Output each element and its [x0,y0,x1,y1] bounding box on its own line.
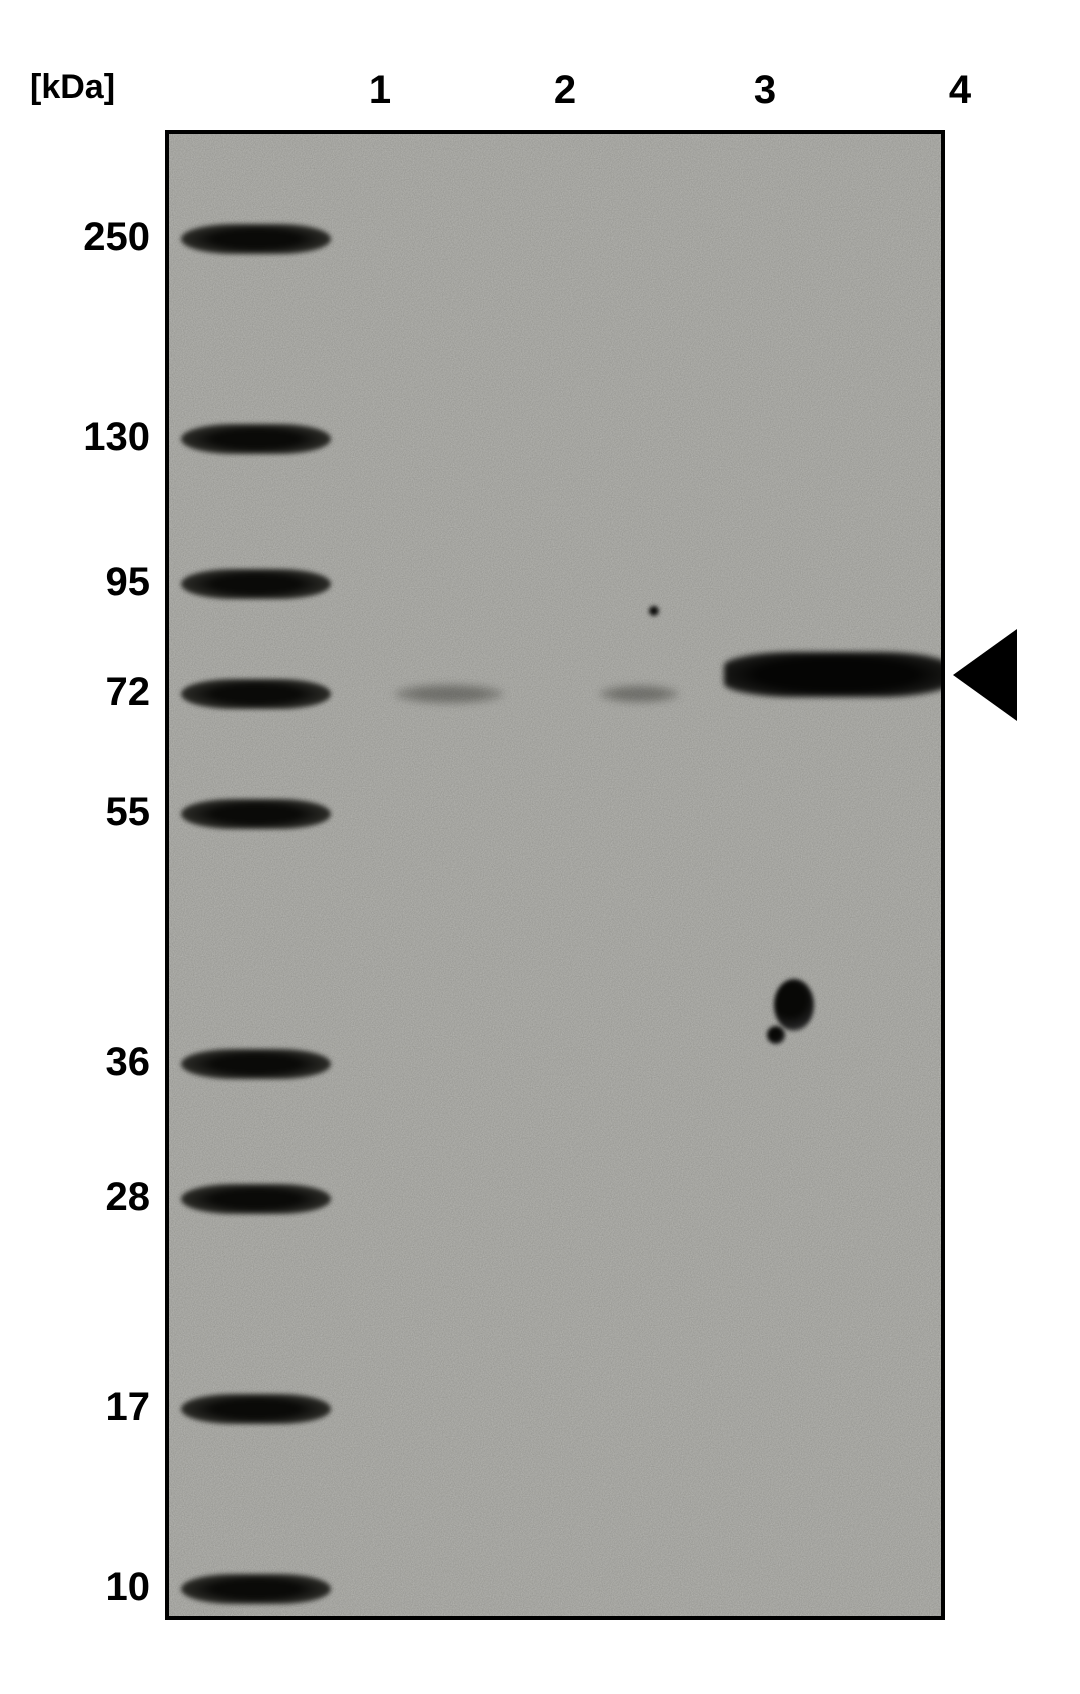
lane-label-4: 4 [940,68,980,113]
lane-label-2: 2 [545,68,585,113]
marker-band [181,1049,331,1079]
mw-label-250: 250 [30,215,150,260]
artifact-spot [774,979,814,1031]
sample-band-lane-3 [599,685,679,703]
marker-band [181,569,331,599]
mw-label-10: 10 [30,1565,150,1610]
mw-label-130: 130 [30,415,150,460]
mw-label-55: 55 [30,790,150,835]
marker-band [181,424,331,454]
marker-band [181,1394,331,1424]
mw-label-28: 28 [30,1175,150,1220]
unit-label: [kDa] [30,68,115,107]
mw-label-95: 95 [30,560,150,605]
lane-header-row: [kDa] 1 2 3 4 [30,60,1050,130]
mw-label-17: 17 [30,1385,150,1430]
lane-label-1: 1 [360,68,400,113]
sample-band-lane-4 [724,652,945,697]
marker-band [181,1184,331,1214]
blot-membrane [165,130,945,1620]
mw-label-72: 72 [30,670,150,715]
artifact-spot [649,606,659,616]
western-blot-figure: [kDa] 1 2 3 4 250 130 95 72 55 36 28 17 … [30,60,1050,1640]
mw-label-36: 36 [30,1040,150,1085]
marker-band [181,224,331,254]
band-arrow-icon [953,629,1017,721]
marker-band [181,679,331,709]
artifact-spot [767,1026,785,1044]
lane-label-3: 3 [745,68,785,113]
sample-band-lane-2 [394,684,504,704]
marker-band [181,799,331,829]
marker-band [181,1574,331,1604]
